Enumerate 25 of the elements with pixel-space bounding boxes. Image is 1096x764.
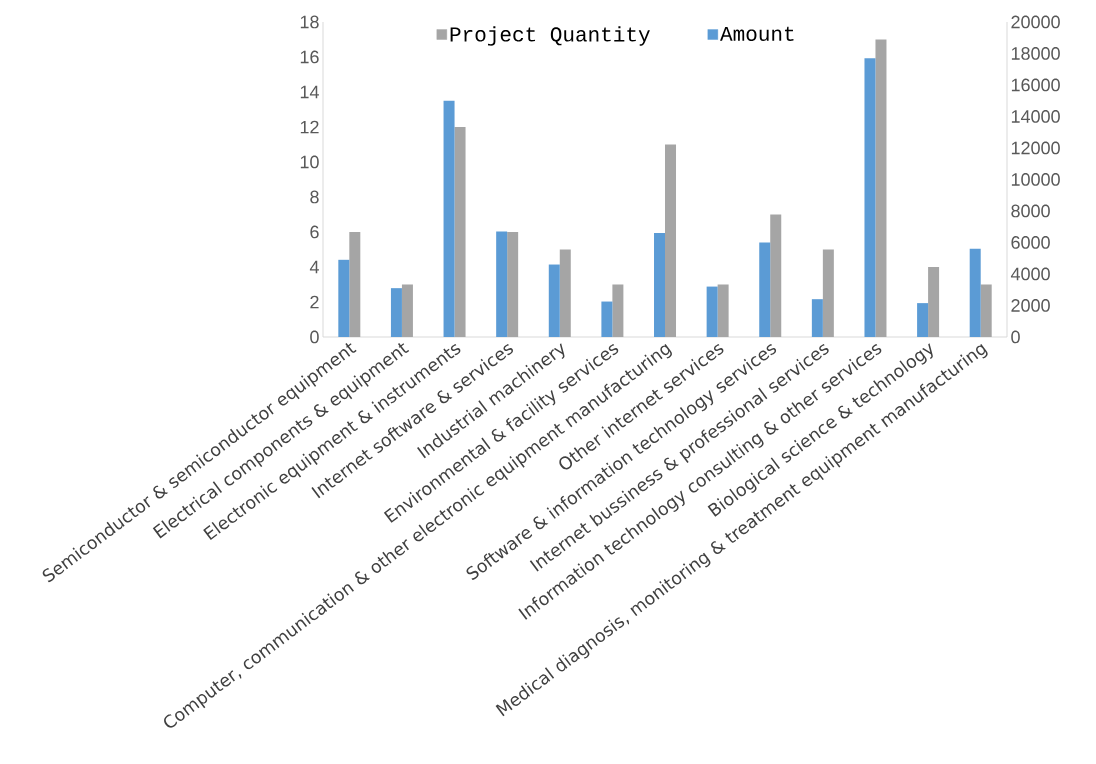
y2-tick-label: 16000 <box>1011 78 1060 92</box>
y-tick-label: 6 <box>310 225 319 239</box>
bar <box>928 266 940 337</box>
y2-tick-label: 10000 <box>1011 173 1060 186</box>
bar <box>822 249 834 337</box>
y-tick-label: 8 <box>310 190 319 204</box>
y-tick-label: 2 <box>310 295 319 309</box>
y2-tick-label: 2000 <box>1011 299 1050 312</box>
y2-tick-label: 8000 <box>1011 204 1050 218</box>
y2-tick-label: 18000 <box>1011 47 1060 60</box>
legend-label: Project Quantity <box>450 26 650 46</box>
y2-tick-label: 4000 <box>1010 267 1050 281</box>
y-tick-label: 0 <box>310 330 319 344</box>
y-tick-label: 12 <box>300 120 319 134</box>
y2-tick-label: 0 <box>1011 330 1020 344</box>
y-tick-label: 10 <box>300 155 319 169</box>
y2-tick-label: 6000 <box>1011 236 1050 249</box>
y-tick-label: 16 <box>300 50 319 64</box>
y-tick-label: 14 <box>300 85 319 99</box>
y2-tick-label: 20000 <box>1011 15 1060 29</box>
y2-tick-label: 14000 <box>1011 110 1060 123</box>
legend-label: Amount <box>720 26 794 41</box>
y-tick-label: 18 <box>300 15 319 29</box>
y-tick-label: 4 <box>309 260 319 274</box>
y2-tick-label: 12000 <box>1011 141 1060 155</box>
